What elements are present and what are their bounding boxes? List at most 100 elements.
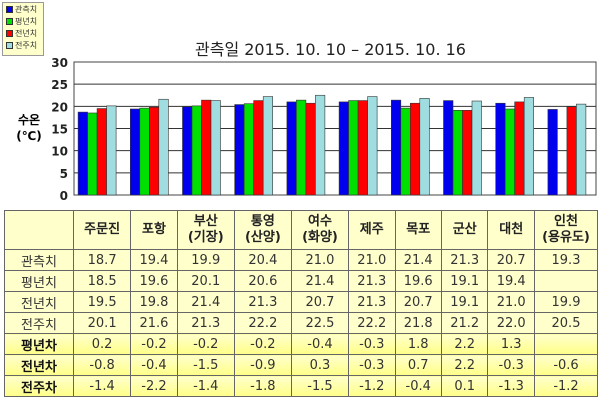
table-cell: 20.7 <box>487 249 535 271</box>
bar-2 <box>409 102 421 196</box>
column-header: 목포 <box>394 210 442 250</box>
table-cell: 21.8 <box>394 312 442 334</box>
table-cell: 20.7 <box>394 291 442 313</box>
bar-0 <box>130 108 141 196</box>
bar-0 <box>390 99 402 196</box>
bar-2 <box>462 110 473 196</box>
table-cell: 21.0 <box>487 291 535 313</box>
bar-3 <box>419 98 430 196</box>
bar-0 <box>286 101 297 196</box>
table-cell: 20.6 <box>233 270 292 292</box>
table-cell: -0.4 <box>130 354 178 376</box>
y-tick-label: 25 <box>51 78 68 92</box>
legend-swatch <box>6 41 13 49</box>
column-header-text: 부산 <box>193 214 218 229</box>
bar-1 <box>191 105 202 196</box>
table-cell: -1.8 <box>233 375 292 397</box>
y-tick-label: 10 <box>51 145 68 159</box>
table-cell: 21.3 <box>176 312 235 334</box>
header-row: 주문진 포항 부산 (기장) 통영 (산양) 여수 (화양) 제주 목포 군산 대천 인천 (용유도) <box>4 210 598 250</box>
chart-legend: 관측치 평년치 전년치 전주치 <box>2 2 44 56</box>
column-header: 포항 <box>130 210 178 250</box>
legend-item: 전주치 <box>3 39 43 51</box>
legend-swatch <box>6 29 13 37</box>
table-cell: -0.3 <box>348 354 396 376</box>
table-cell: 22.5 <box>290 312 350 334</box>
bar-chart: 0 5 10 15 20 25 30 <box>51 56 597 203</box>
table-cell: 22.2 <box>233 312 292 334</box>
table-cell: -2.2 <box>130 375 178 397</box>
table-cell: -0.3 <box>487 354 535 376</box>
table-cell: 21.0 <box>290 249 350 271</box>
table-cell: 19.4 <box>487 270 535 292</box>
table-cell: -0.9 <box>233 354 292 376</box>
column-header: 여수 (화양) <box>290 210 350 250</box>
row-label: 전주차 <box>4 375 74 397</box>
table-cell: -1.4 <box>72 375 132 397</box>
table-cell: 21.3 <box>348 291 396 313</box>
table-cell: 20.4 <box>233 249 292 271</box>
bar-1 <box>400 107 411 196</box>
table-row: 평년치 18.5 19.6 20.1 20.6 21.4 21.3 19.6 19.1 19.4 <box>4 270 598 292</box>
table-cell: 19.9 <box>534 291 598 313</box>
bar-2 <box>96 108 107 196</box>
table-cell: 1.8 <box>394 333 442 355</box>
table-cell: 19.1 <box>440 291 489 313</box>
bar-2 <box>514 101 525 196</box>
column-header-text: 목포 <box>406 222 431 237</box>
row-label: 평년치 <box>4 270 74 292</box>
bar-3 <box>471 100 482 196</box>
table-cell: -1.2 <box>534 375 598 397</box>
y-axis-label: 수온 (℃) <box>14 112 44 144</box>
table-row: 전주치 20.1 21.6 21.3 22.2 22.5 22.2 21.8 21.2 22.0 2… <box>4 312 598 334</box>
table-cell: 21.2 <box>440 312 489 334</box>
table-cell: 19.4 <box>130 249 178 271</box>
column-header-text: 대천 <box>499 222 524 237</box>
bar-1 <box>452 110 463 196</box>
table-cell: 2.2 <box>440 333 489 355</box>
bar-1 <box>296 99 307 196</box>
legend-swatch <box>6 17 13 25</box>
y-tick-label: 5 <box>60 167 68 181</box>
column-header: 제주 <box>348 210 396 250</box>
column-header-text: (산양) <box>244 230 281 245</box>
bar-3 <box>523 97 535 196</box>
legend-label: 전년치 <box>15 28 38 38</box>
bar-0 <box>547 109 558 196</box>
bar-0 <box>443 100 454 196</box>
table-cell: 21.6 <box>130 312 178 334</box>
bar-2 <box>305 102 316 196</box>
table-cell: 21.4 <box>394 249 442 271</box>
bar-2 <box>357 100 368 196</box>
bar-2 <box>253 100 264 196</box>
table-cell: 19.6 <box>394 270 442 292</box>
column-header: 군산 <box>440 210 489 250</box>
row-label: 관측치 <box>4 249 74 271</box>
legend-item: 관측치 <box>3 3 43 15</box>
row-label: 평년차 <box>4 333 74 355</box>
data-table: 주문진 포항 부산 (기장) 통영 (산양) 여수 (화양) 제주 목포 군산 대천 인천 (용유도) 관측… <box>4 210 598 397</box>
table-row: 전년차 -0.8 -0.4 -1.5 -0.9 0.3 -0.3 0.7 2.2 -0.3 -0.6 <box>4 354 598 376</box>
table-cell: 20.1 <box>72 312 132 334</box>
table-cell: -0.2 <box>130 333 178 355</box>
y-axis-label-text: 수온 (℃) <box>16 113 42 143</box>
bar-2 <box>201 99 212 196</box>
column-header: 대천 <box>487 210 535 250</box>
column-header-text: 제주 <box>359 222 384 237</box>
table-row: 관측치 18.7 19.4 19.9 20.4 21.0 21.0 21.4 21.3 20.7 1… <box>4 249 598 271</box>
table-cell: 0.2 <box>72 333 132 355</box>
table-row: 평년차 0.2 -0.2 -0.2 -0.2 -0.4 -0.3 1.8 2.2 1.3 <box>4 333 598 355</box>
chart-title: 관측일 2015. 10. 10 – 2015. 10. 16 <box>195 40 466 59</box>
table-cell: 22.2 <box>348 312 396 334</box>
table-cell: 0.1 <box>440 375 489 397</box>
y-tick-label: 0 <box>60 189 68 203</box>
column-header-text: 통영 <box>250 214 275 229</box>
column-header-text: 군산 <box>452 222 477 237</box>
bar-3 <box>106 105 117 196</box>
table-cell: 18.5 <box>72 270 132 292</box>
table-row: 전주차 -1.4 -2.2 -1.4 -1.8 -1.5 -1.2 -0.4 0.1 -1.3 -1… <box>4 375 598 397</box>
bar-0 <box>77 111 88 196</box>
table-cell: 2.2 <box>440 354 489 376</box>
table-cell: 21.4 <box>290 270 350 292</box>
table-cell: -0.8 <box>72 354 132 376</box>
